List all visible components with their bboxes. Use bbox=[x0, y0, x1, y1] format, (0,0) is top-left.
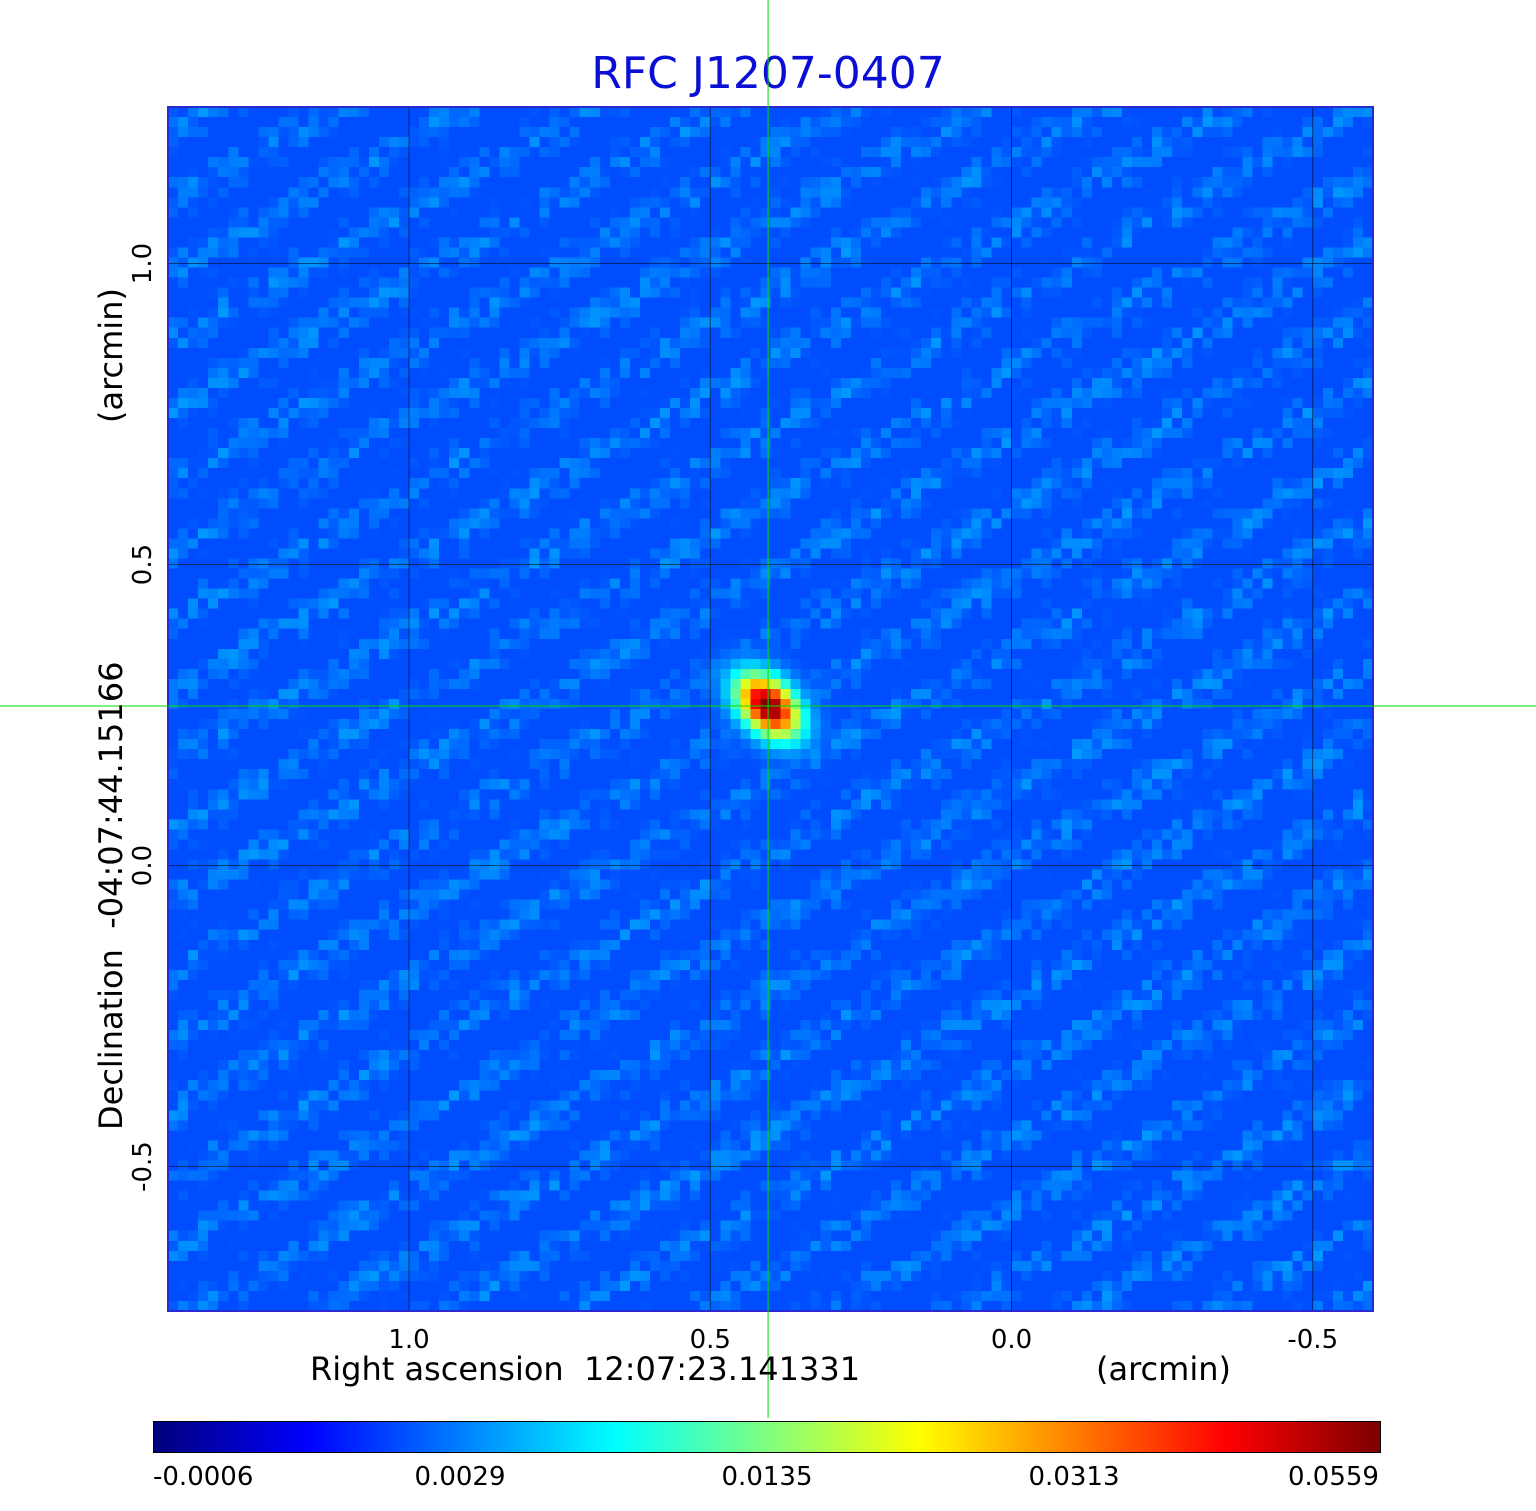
colorbar-tick-label: 0.0135 bbox=[721, 1462, 813, 1492]
y-tick-label: 0.5 bbox=[128, 544, 158, 585]
x-tick-label: 0.0 bbox=[991, 1325, 1032, 1355]
colorbar bbox=[153, 1421, 1381, 1453]
y-axis-label: Declination -04:07:44.15166 bbox=[92, 662, 130, 1130]
colorbar-tick-label: -0.0006 bbox=[153, 1462, 254, 1492]
colorbar-tick-label: 0.0559 bbox=[1288, 1462, 1379, 1492]
x-tick-labels: 1.0 0.5 0.0 -0.5 bbox=[388, 1325, 1338, 1355]
x-axis-unit: (arcmin) bbox=[1096, 1350, 1231, 1388]
y-tick-labels: 1.0 0.5 0.0 -0.5 bbox=[128, 243, 158, 1192]
intensity-heatmap bbox=[168, 107, 1373, 1311]
x-axis-label: Right ascension 12:07:23.141331 bbox=[310, 1350, 860, 1388]
x-tick-label: 1.0 bbox=[388, 1325, 429, 1355]
x-tick-label: -0.5 bbox=[1287, 1325, 1338, 1355]
chart-title: RFC J1207-0407 bbox=[591, 48, 945, 99]
y-tick-label: 1.0 bbox=[128, 243, 158, 284]
colorbar-tick-label: 0.0029 bbox=[414, 1462, 506, 1492]
plot-area[interactable] bbox=[168, 107, 1373, 1311]
y-tick-label: 0.0 bbox=[128, 845, 158, 886]
x-tick-label: 0.5 bbox=[690, 1325, 731, 1355]
colorbar-tick-label: 0.0313 bbox=[1028, 1462, 1120, 1492]
y-axis-unit: (arcmin) bbox=[92, 288, 130, 423]
y-tick-label: -0.5 bbox=[128, 1141, 158, 1192]
